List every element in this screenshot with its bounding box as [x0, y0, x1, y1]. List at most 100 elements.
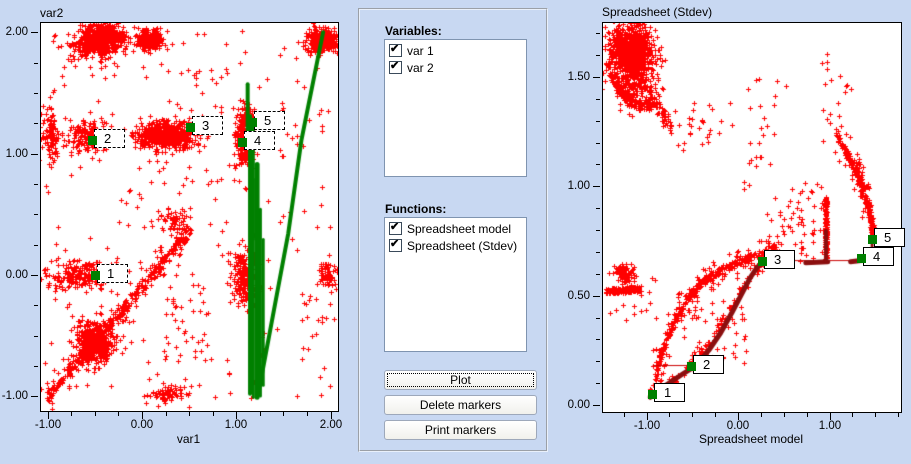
x-tick	[307, 412, 308, 416]
y-tick	[31, 396, 38, 397]
y-tick-label: 1.50	[567, 71, 590, 83]
y-tick	[34, 184, 38, 185]
variable-item-var-1[interactable]: ✔ var 1	[385, 42, 526, 59]
variable-item-label: var 1	[407, 43, 434, 58]
x-tick	[213, 412, 214, 416]
y-tick	[34, 336, 38, 337]
x-tick	[715, 413, 716, 417]
x-tick	[236, 412, 237, 419]
marker-label-box[interactable]: 3	[764, 250, 795, 269]
function-item-label: Spreadsheet model	[407, 221, 512, 236]
y-tick	[34, 123, 38, 124]
marker-label-box[interactable]: 1	[97, 264, 128, 283]
marker-label-box[interactable]: 4	[863, 247, 894, 266]
right-plot-area[interactable]	[602, 22, 902, 413]
x-tick-label: 0.00	[130, 419, 154, 431]
marker-label-box[interactable]: 3	[192, 116, 223, 135]
check-icon: ✔	[390, 221, 400, 233]
x-tick-label: 2.00	[319, 419, 343, 431]
plot-button[interactable]: Plot	[384, 370, 537, 390]
y-tick	[596, 164, 600, 165]
marker-point[interactable]	[857, 254, 866, 263]
check-icon: ✔	[390, 43, 400, 55]
marker-label-box[interactable]: 5	[254, 111, 285, 130]
function-item-spreadsheet-stdev[interactable]: ✔ Spreadsheet (Stdev)	[385, 237, 526, 254]
variable-item-var-2[interactable]: ✔ var 2	[385, 59, 526, 76]
left-plot-title: var2	[40, 6, 64, 20]
y-tick	[596, 318, 600, 319]
left-plot-canvas[interactable]	[41, 23, 338, 411]
y-tick	[31, 32, 38, 33]
check-icon: ✔	[390, 60, 400, 72]
y-tick	[34, 305, 38, 306]
x-tick	[95, 412, 96, 416]
delete-markers-button[interactable]: Delete markers	[384, 395, 537, 415]
x-tick	[283, 412, 284, 416]
y-tick-label: 2.00	[5, 26, 28, 38]
x-tick	[761, 413, 762, 417]
y-tick	[593, 186, 600, 187]
marker-point[interactable]	[687, 362, 696, 371]
y-tick	[596, 230, 600, 231]
spreadsheet-model-checkbox[interactable]: ✔	[389, 221, 402, 235]
x-tick	[71, 412, 72, 416]
y-tick	[34, 245, 38, 246]
y-tick	[593, 405, 600, 406]
x-tick	[898, 413, 899, 417]
functions-label: Functions:	[385, 202, 447, 216]
functions-listbox[interactable]: ✔ Spreadsheet model ✔ Spreadsheet (Stdev)	[384, 217, 527, 352]
marker-point[interactable]	[88, 136, 97, 145]
x-tick-label: -1.00	[34, 419, 62, 431]
function-item-label: Spreadsheet (Stdev)	[407, 238, 518, 253]
marker-point[interactable]	[248, 118, 257, 127]
x-tick-label: 0.00	[726, 420, 750, 432]
y-tick	[596, 383, 600, 384]
y-tick	[593, 77, 600, 78]
marker-label-box[interactable]: 2	[693, 355, 724, 374]
x-tick	[189, 412, 190, 416]
print-markers-button[interactable]: Print markers	[384, 420, 537, 440]
y-tick	[593, 296, 600, 297]
y-tick	[596, 55, 600, 56]
x-tick	[784, 413, 785, 417]
marker-label-box[interactable]: 5	[874, 228, 905, 247]
y-tick-label: 0.50	[567, 290, 590, 302]
marker-point[interactable]	[758, 257, 767, 266]
right-plot-canvas[interactable]	[603, 23, 901, 412]
y-tick	[596, 99, 600, 100]
x-tick-label: 1.00	[818, 420, 842, 432]
control-panel: Variables: ✔ var 1 ✔ var 2 Functions: ✔ Spre…	[358, 8, 548, 452]
y-tick	[596, 339, 600, 340]
y-tick-label: 0.00	[5, 269, 28, 281]
x-tick	[807, 413, 808, 417]
y-tick	[596, 121, 600, 122]
left-plot-xlabel: var1	[176, 432, 201, 446]
marker-label-box[interactable]: 1	[654, 383, 685, 402]
right-plot-title: Spreadsheet (Stdev)	[602, 5, 713, 19]
x-tick-label: 1.00	[224, 419, 248, 431]
y-tick	[31, 275, 38, 276]
marker-point[interactable]	[186, 123, 195, 132]
y-tick	[31, 154, 38, 155]
y-tick-label: -1.00	[1, 390, 28, 402]
var-2-checkbox[interactable]: ✔	[389, 60, 402, 74]
x-tick	[647, 413, 648, 420]
x-tick	[331, 412, 332, 419]
marker-point[interactable]	[868, 235, 877, 244]
variables-listbox[interactable]: ✔ var 1 ✔ var 2	[384, 39, 527, 177]
x-tick	[166, 412, 167, 416]
marker-point[interactable]	[648, 390, 657, 399]
y-tick	[596, 33, 600, 34]
x-tick	[142, 412, 143, 419]
check-icon: ✔	[390, 238, 400, 250]
var-1-checkbox[interactable]: ✔	[389, 43, 402, 57]
marker-point[interactable]	[238, 138, 247, 147]
marker-label-box[interactable]: 2	[94, 129, 125, 148]
y-tick	[596, 252, 600, 253]
function-item-spreadsheet-model[interactable]: ✔ Spreadsheet model	[385, 220, 526, 237]
spreadsheet-stdev-checkbox[interactable]: ✔	[389, 238, 402, 252]
left-plot-area[interactable]	[40, 22, 339, 412]
y-tick	[596, 208, 600, 209]
marker-point[interactable]	[91, 271, 100, 280]
marker-label-box[interactable]: 4	[244, 131, 275, 150]
